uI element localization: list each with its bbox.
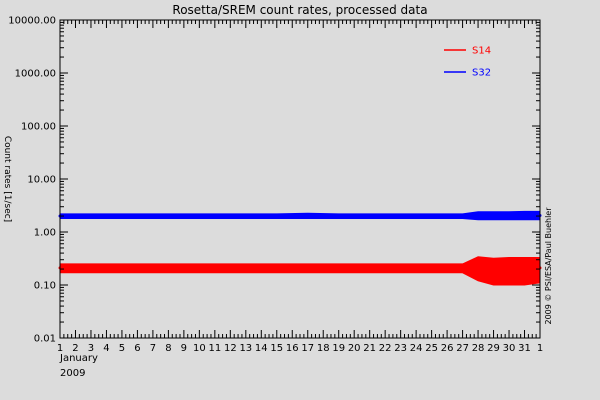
x-tick-label: 1 <box>537 343 543 354</box>
legend-label-s14: S14 <box>472 46 491 57</box>
data-point-s14 <box>213 266 217 270</box>
data-point-s32 <box>151 214 155 218</box>
x-tick-label: 8 <box>165 343 171 354</box>
x-tick-label: 11 <box>208 343 221 354</box>
data-point-s14 <box>399 266 403 270</box>
x-tick-label: 4 <box>103 343 109 354</box>
y-axis-title: Count rates [1/sec] <box>2 136 12 222</box>
x-tick-label: 23 <box>394 343 407 354</box>
data-point-s14 <box>244 266 248 270</box>
y-tick-label: 1000.00 <box>15 69 56 80</box>
data-point-s32 <box>275 214 279 218</box>
data-point-s14 <box>368 267 372 271</box>
x-tick-label: 31 <box>518 343 531 354</box>
x-tick-label: 18 <box>317 343 330 354</box>
data-point-s32 <box>244 214 248 218</box>
x-tick-label: 21 <box>363 343 376 354</box>
x-year-label: 2009 <box>60 368 85 379</box>
data-point-s32 <box>507 214 511 218</box>
x-tick-label: 6 <box>134 343 140 354</box>
data-point-s14 <box>151 266 155 270</box>
data-point-s32 <box>430 214 434 218</box>
y-tick-label: 1.00 <box>34 228 56 239</box>
data-point-s14 <box>476 266 480 270</box>
x-tick-label: 14 <box>255 343 268 354</box>
y-tick-label: 100.00 <box>21 122 56 133</box>
data-point-s32 <box>306 214 310 218</box>
data-point-s32 <box>213 214 217 218</box>
x-tick-label: 25 <box>425 343 438 354</box>
x-tick-label: 7 <box>150 343 156 354</box>
data-point-s32 <box>492 214 495 218</box>
x-tick-label: 30 <box>503 343 516 354</box>
y-axis: 0.01 0.10 1.00 10.00 100.00 1000.00 10000.00 <box>8 16 540 345</box>
data-point-s32 <box>399 214 403 218</box>
data-point-s14 <box>306 266 310 270</box>
data-point-s14 <box>523 266 526 270</box>
data-point-s14 <box>461 266 465 270</box>
y-tick-label: 0.01 <box>34 334 56 345</box>
x-tick-label: 29 <box>487 343 500 354</box>
x-tick-label: 2 <box>72 343 78 354</box>
x-axis: 1 2 3 4 5 6 7 8 9 10 11 12 13 14 15 16 17 18 19 20 21 22 23 24 2… <box>57 20 543 354</box>
data-point-s32 <box>120 214 124 218</box>
data-point-s32 <box>337 214 341 218</box>
credit-text: 2009 © PSI/ESA/Paul Buehler <box>544 207 553 325</box>
x-tick-label: 19 <box>332 343 345 354</box>
x-tick-label: 12 <box>224 343 237 354</box>
x-tick-label: 1 <box>57 343 63 354</box>
data-point-s14 <box>182 266 186 270</box>
x-tick-label: 26 <box>441 343 454 354</box>
y-tick-label: 10.00 <box>27 175 56 186</box>
x-tick-label: 9 <box>181 343 187 354</box>
data-point-s14 <box>275 266 279 270</box>
x-tick-label: 16 <box>286 343 299 354</box>
data-point-s14 <box>507 267 511 271</box>
y-tick-label: 0.10 <box>34 281 56 292</box>
x-tick-label: 22 <box>379 343 392 354</box>
x-month-label: January <box>59 353 98 364</box>
legend-item-s14: S14 <box>444 46 491 57</box>
series-line-s32 <box>60 214 540 218</box>
x-tick-label: 10 <box>193 343 206 354</box>
chart-title: Rosetta/SREM count rates, processed data <box>172 3 427 17</box>
x-tick-label: 28 <box>472 343 485 354</box>
x-tick-label: 3 <box>88 343 94 354</box>
data-point-s14 <box>492 266 495 270</box>
data-point-s14 <box>430 266 434 270</box>
x-tick-label: 20 <box>348 343 361 354</box>
x-tick-label: 17 <box>301 343 314 354</box>
data-point-s32 <box>89 214 93 218</box>
x-tick-label: 13 <box>239 343 252 354</box>
data-point-s32 <box>523 214 526 217</box>
data-point-s14 <box>89 266 93 270</box>
data-point-s14 <box>120 266 124 270</box>
x-tick-label: 27 <box>456 343 469 354</box>
legend: S14 S32 <box>444 46 491 79</box>
data-point-s32 <box>182 214 186 218</box>
x-tick-label: 5 <box>119 343 125 354</box>
series-lines <box>58 214 542 271</box>
legend-item-s32: S32 <box>444 68 491 79</box>
x-tick-label: 15 <box>270 343 283 354</box>
y-tick-label: 10000.00 <box>8 16 56 27</box>
data-point-s32 <box>461 214 465 218</box>
data-point-s32 <box>368 215 372 219</box>
x-tick-label: 24 <box>410 343 423 354</box>
legend-label-s32: S32 <box>472 68 491 79</box>
data-point-s14 <box>337 266 341 270</box>
data-point-s32 <box>476 214 480 218</box>
